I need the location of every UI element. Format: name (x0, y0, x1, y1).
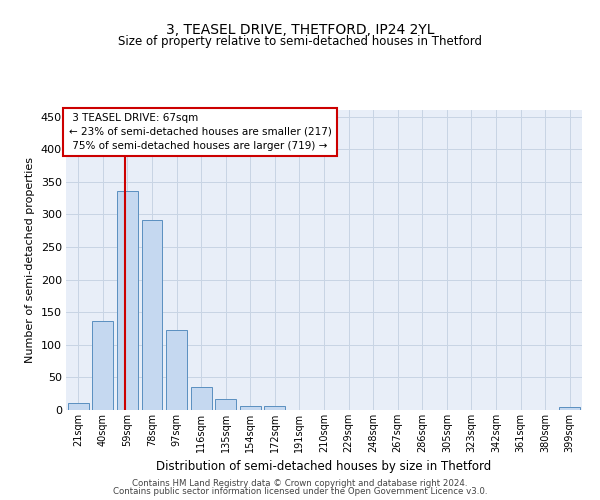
Bar (240, 406, 261, 410)
Text: 3, TEASEL DRIVE, THETFORD, IP24 2YL: 3, TEASEL DRIVE, THETFORD, IP24 2YL (166, 22, 434, 36)
Text: Contains public sector information licensed under the Open Government Licence v3: Contains public sector information licen… (113, 487, 487, 496)
Text: 3 TEASEL DRIVE: 67sqm
← 23% of semi-detached houses are smaller (217)
 75% of se: 3 TEASEL DRIVE: 67sqm ← 23% of semi-deta… (68, 113, 331, 151)
Bar (559, 406, 580, 410)
Text: Contains HM Land Registry data © Crown copyright and database right 2024.: Contains HM Land Registry data © Crown c… (132, 478, 468, 488)
Bar (265, 406, 286, 410)
X-axis label: Distribution of semi-detached houses by size in Thetford: Distribution of semi-detached houses by … (157, 460, 491, 473)
Text: Size of property relative to semi-detached houses in Thetford: Size of property relative to semi-detach… (118, 35, 482, 48)
Y-axis label: Number of semi-detached properties: Number of semi-detached properties (25, 157, 35, 363)
Bar (191, 387, 212, 410)
Bar (166, 330, 187, 410)
Bar (142, 220, 163, 410)
Bar (92, 320, 113, 410)
Bar (215, 399, 236, 410)
Bar (68, 404, 89, 410)
Bar (117, 191, 138, 410)
